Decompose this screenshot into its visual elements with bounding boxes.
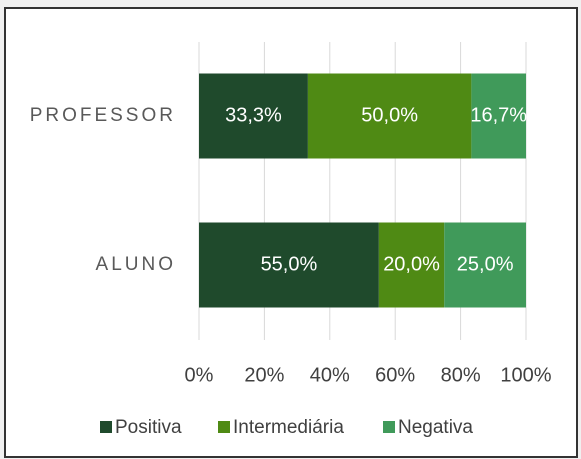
data-label: 25,0%: [457, 253, 514, 275]
legend-label: Positiva: [115, 417, 182, 438]
bar-segment: [378, 222, 445, 308]
x-tick-label: 100%: [500, 364, 551, 386]
data-label: 55,0%: [261, 253, 318, 275]
legend-label: Negativa: [398, 417, 473, 438]
x-tick-label: 0%: [185, 364, 214, 386]
bar-segment: [444, 222, 526, 308]
legend-swatch: [100, 421, 112, 433]
x-tick-label: 80%: [441, 364, 481, 386]
legend-label: Intermediária: [233, 417, 344, 438]
x-tick-label: 20%: [244, 364, 284, 386]
bar-segment: [307, 73, 472, 159]
x-tick-label: 60%: [375, 364, 415, 386]
legend-swatch: [383, 421, 395, 433]
data-label: 33,3%: [225, 104, 282, 126]
data-label: 20,0%: [383, 253, 440, 275]
x-tick-label: 40%: [310, 364, 350, 386]
bar-segment: [199, 73, 308, 159]
legend-swatch: [218, 421, 230, 433]
bar-segment: [471, 73, 526, 159]
data-label: 50,0%: [361, 104, 418, 126]
y-tick-label: ALUNO: [96, 254, 176, 275]
y-tick-label: PROFESSOR: [30, 105, 176, 126]
data-label: 16,7%: [470, 104, 527, 126]
bar-segment: [199, 222, 379, 308]
